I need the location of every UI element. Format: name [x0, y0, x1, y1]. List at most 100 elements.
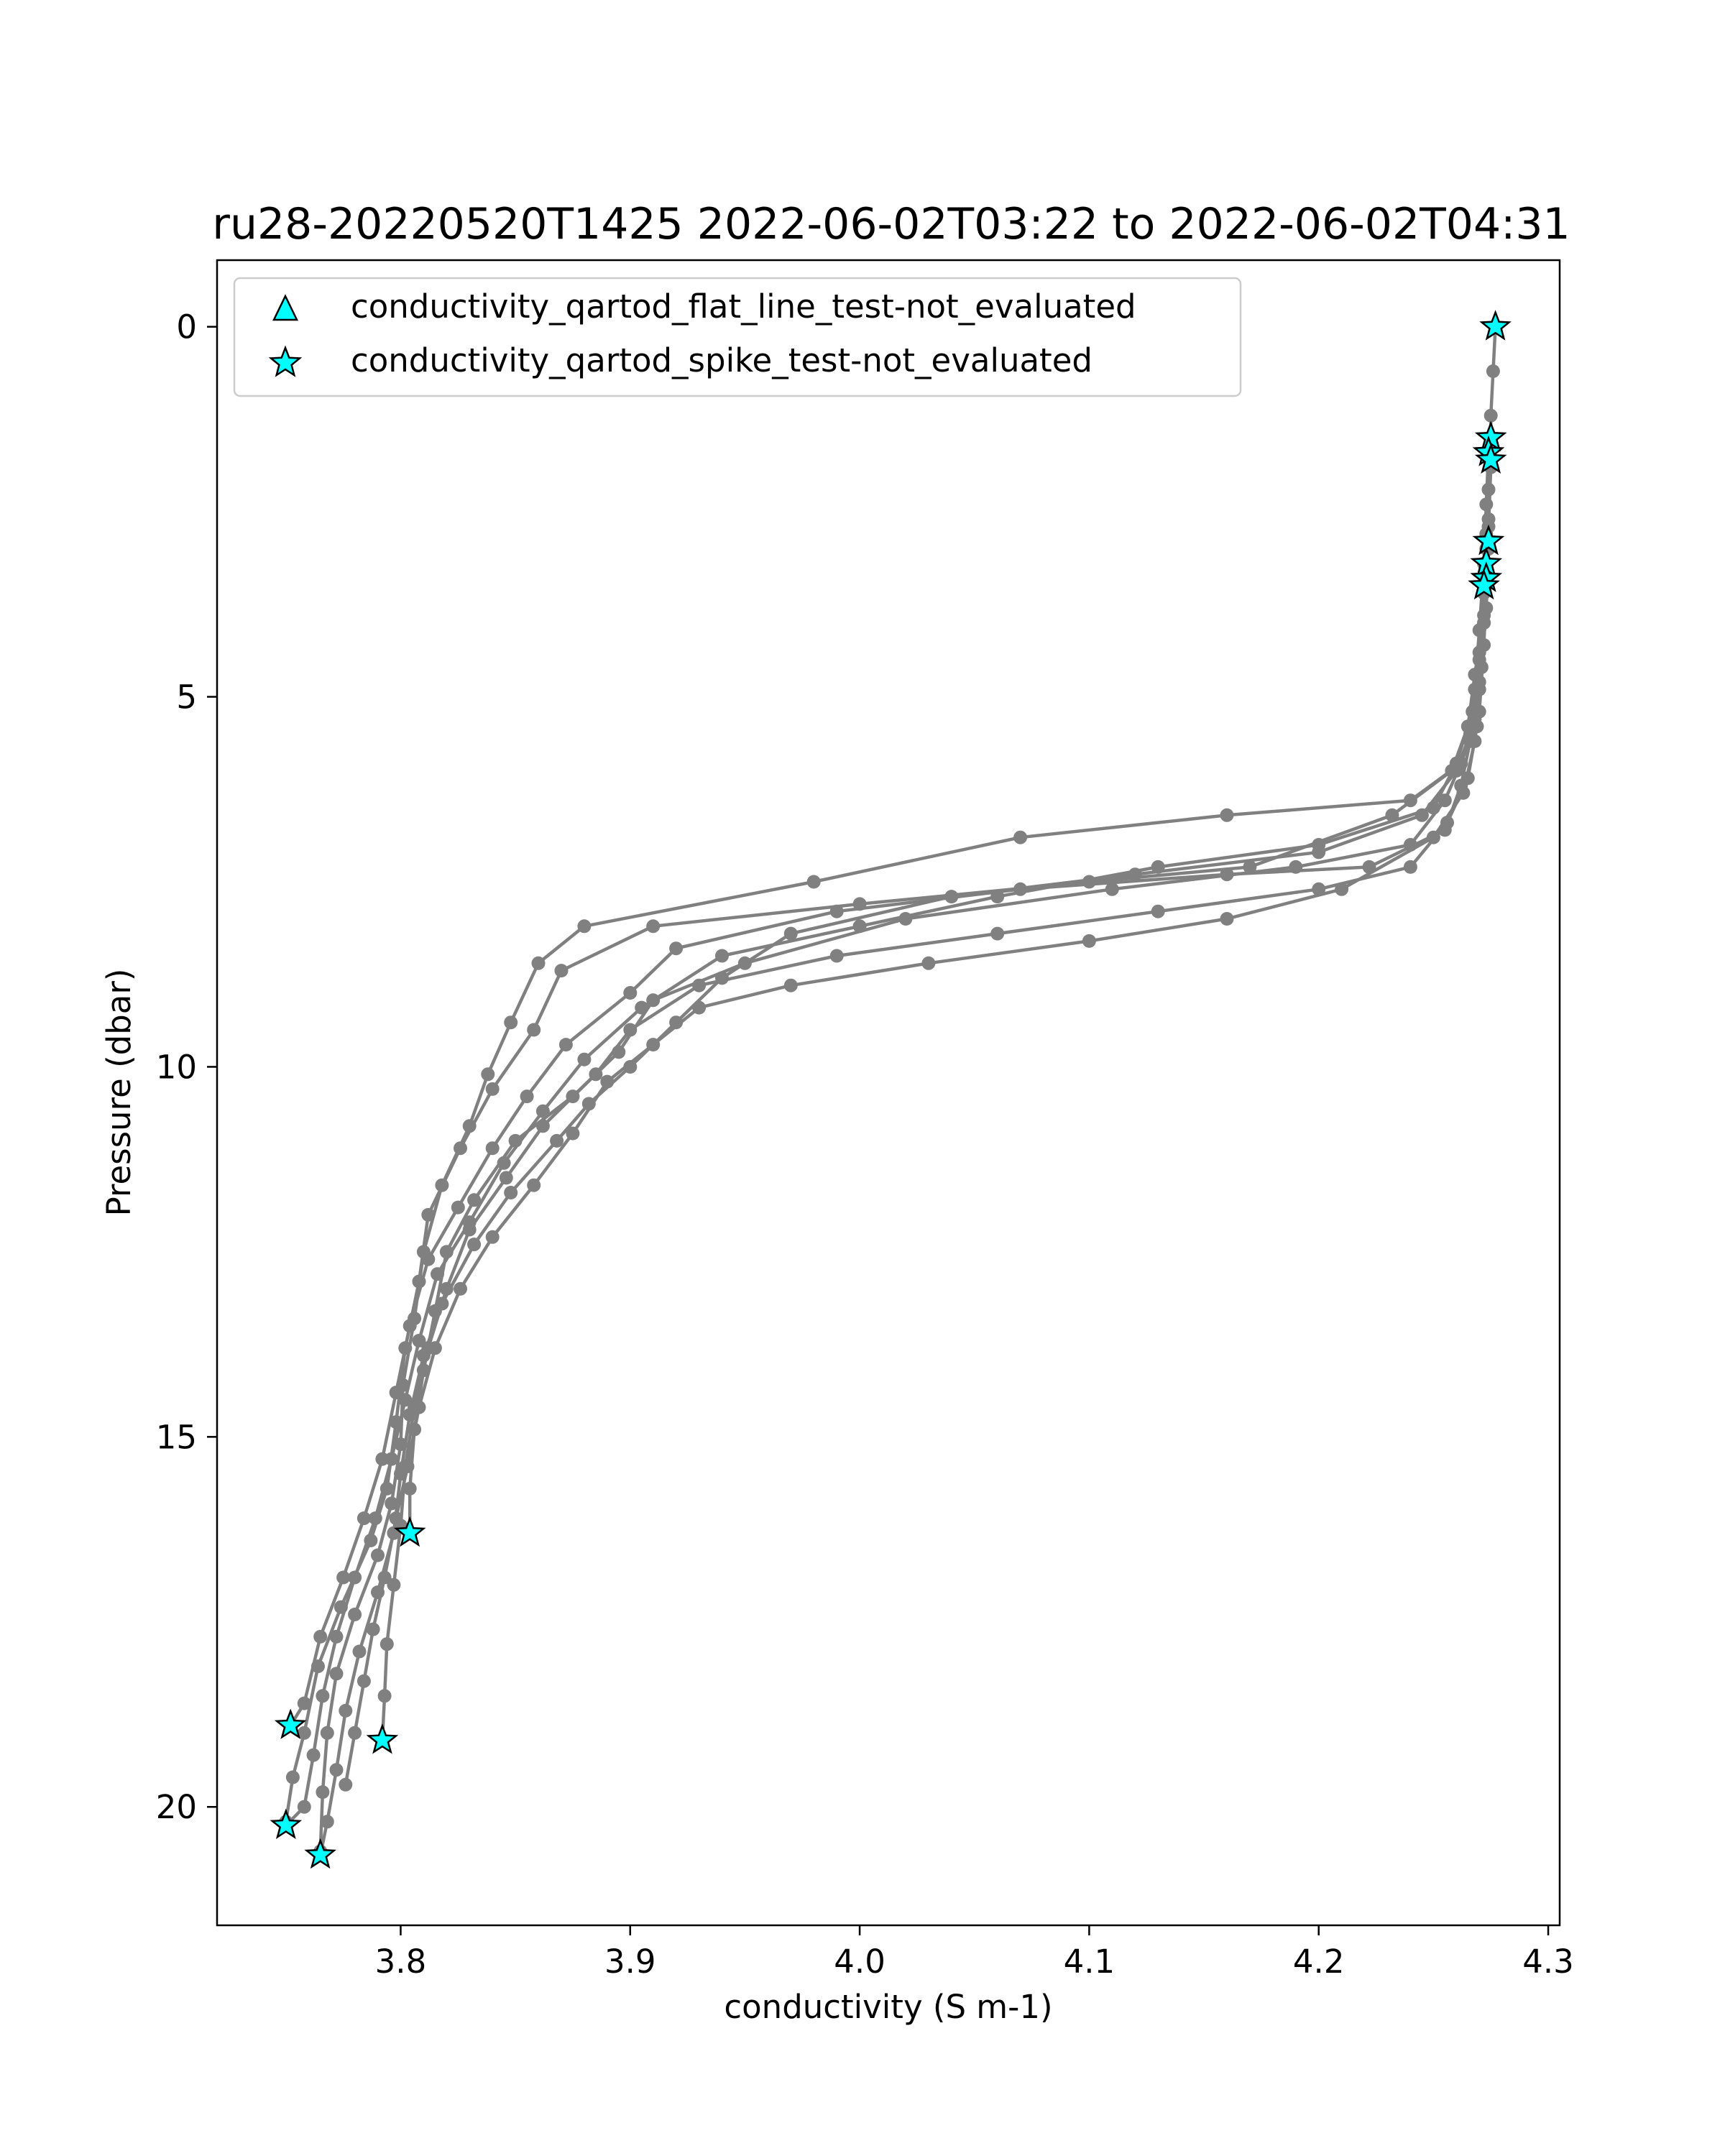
data-point — [431, 1267, 444, 1281]
data-point — [451, 1200, 465, 1215]
data-point — [535, 1119, 550, 1133]
series-line — [380, 548, 1491, 1741]
data-point — [1468, 734, 1482, 748]
data-point — [320, 1815, 334, 1829]
data-point — [504, 1186, 518, 1199]
data-point — [313, 1629, 328, 1644]
x-tick-label: 4.3 — [1522, 1943, 1574, 1981]
legend-triangle-marker — [272, 294, 298, 321]
data-point — [421, 1252, 436, 1266]
data-point — [316, 1689, 330, 1703]
data-point — [385, 1496, 399, 1511]
data-point — [669, 1015, 684, 1030]
data-point — [435, 1296, 449, 1311]
data-point — [1477, 616, 1491, 630]
x-tick-label: 4.1 — [1064, 1943, 1116, 1981]
data-point — [377, 1689, 392, 1703]
data-point — [527, 1023, 541, 1037]
data-point — [990, 890, 1005, 904]
data-point — [402, 1319, 417, 1333]
x-tick-label: 3.8 — [375, 1943, 427, 1981]
data-point — [371, 1548, 385, 1562]
data-point — [389, 1386, 403, 1400]
data-point — [558, 1038, 573, 1052]
data-point — [297, 1800, 311, 1814]
data-point — [1105, 882, 1119, 896]
data-point — [692, 1000, 707, 1015]
series-line — [408, 533, 1489, 1534]
data-point — [715, 971, 729, 985]
data-point — [1289, 860, 1303, 874]
data-point — [550, 1133, 564, 1148]
data-point — [402, 1408, 417, 1422]
data-point — [416, 1348, 431, 1363]
y-tick-label: 15 — [156, 1418, 197, 1456]
plot-area — [270, 310, 1512, 1869]
data-point — [285, 1770, 300, 1784]
data-point — [485, 1230, 500, 1244]
data-point — [1426, 830, 1440, 844]
data-point — [520, 1089, 534, 1104]
data-point — [669, 941, 684, 956]
flag-markers — [270, 310, 1512, 1869]
data-point — [577, 919, 592, 934]
data-point — [554, 964, 569, 978]
data-point — [336, 1570, 351, 1585]
data-point — [715, 949, 729, 963]
data-point — [1243, 860, 1257, 874]
data-point — [320, 1726, 334, 1740]
data-point — [329, 1763, 344, 1777]
data-point — [581, 1097, 596, 1111]
axes-frame — [216, 259, 1561, 1927]
data-point — [623, 1060, 638, 1074]
flag-star-point — [274, 1708, 307, 1739]
data-point — [366, 1622, 380, 1636]
y-axis-label: Pressure (dbar) — [100, 969, 138, 1217]
data-point — [1472, 682, 1486, 696]
data-point — [1151, 904, 1165, 918]
x-axis-label: conductivity (S m-1) — [724, 1988, 1052, 2026]
y-tick-label: 5 — [176, 678, 197, 717]
data-point — [348, 1726, 362, 1740]
data-point — [600, 1074, 615, 1089]
data-point — [1220, 808, 1234, 822]
data-point — [1472, 645, 1486, 660]
data-point — [389, 1511, 403, 1526]
legend-star-marker — [268, 345, 303, 377]
flag-star-point — [304, 1838, 337, 1869]
series-line — [344, 571, 1489, 1785]
data-point — [635, 1000, 649, 1015]
data-point — [398, 1393, 413, 1407]
y-tick-label: 0 — [176, 308, 197, 346]
data-point — [499, 1171, 513, 1185]
data-point — [356, 1674, 371, 1688]
data-point — [297, 1726, 311, 1740]
data-point — [504, 1015, 518, 1030]
data-point — [1312, 845, 1326, 860]
data-point — [485, 1141, 500, 1156]
data-point — [531, 956, 546, 970]
data-point — [577, 1052, 592, 1067]
data-point — [535, 1104, 550, 1118]
data-point — [589, 1067, 603, 1082]
series-profile-3 — [283, 446, 1496, 1733]
data-point — [402, 1481, 417, 1496]
x-axis: 3.8 3.9 4.0 4.1 4.2 4.3 — [375, 1925, 1574, 1981]
flag-star-point — [1468, 568, 1500, 600]
flag-star-point — [366, 1723, 399, 1754]
x-tick-label: 4.0 — [834, 1943, 886, 1981]
series-profile-5 — [375, 542, 1496, 1748]
data-point — [646, 919, 661, 934]
data-point — [1456, 786, 1471, 800]
data-point — [428, 1341, 442, 1355]
data-point — [990, 926, 1005, 941]
data-point — [806, 875, 821, 889]
data-point — [623, 986, 638, 1000]
data-point — [329, 1667, 344, 1681]
data-point — [329, 1629, 344, 1644]
legend-star-shape — [268, 345, 303, 377]
data-point — [783, 926, 798, 941]
data-point — [467, 1238, 482, 1252]
data-point — [1486, 364, 1500, 378]
